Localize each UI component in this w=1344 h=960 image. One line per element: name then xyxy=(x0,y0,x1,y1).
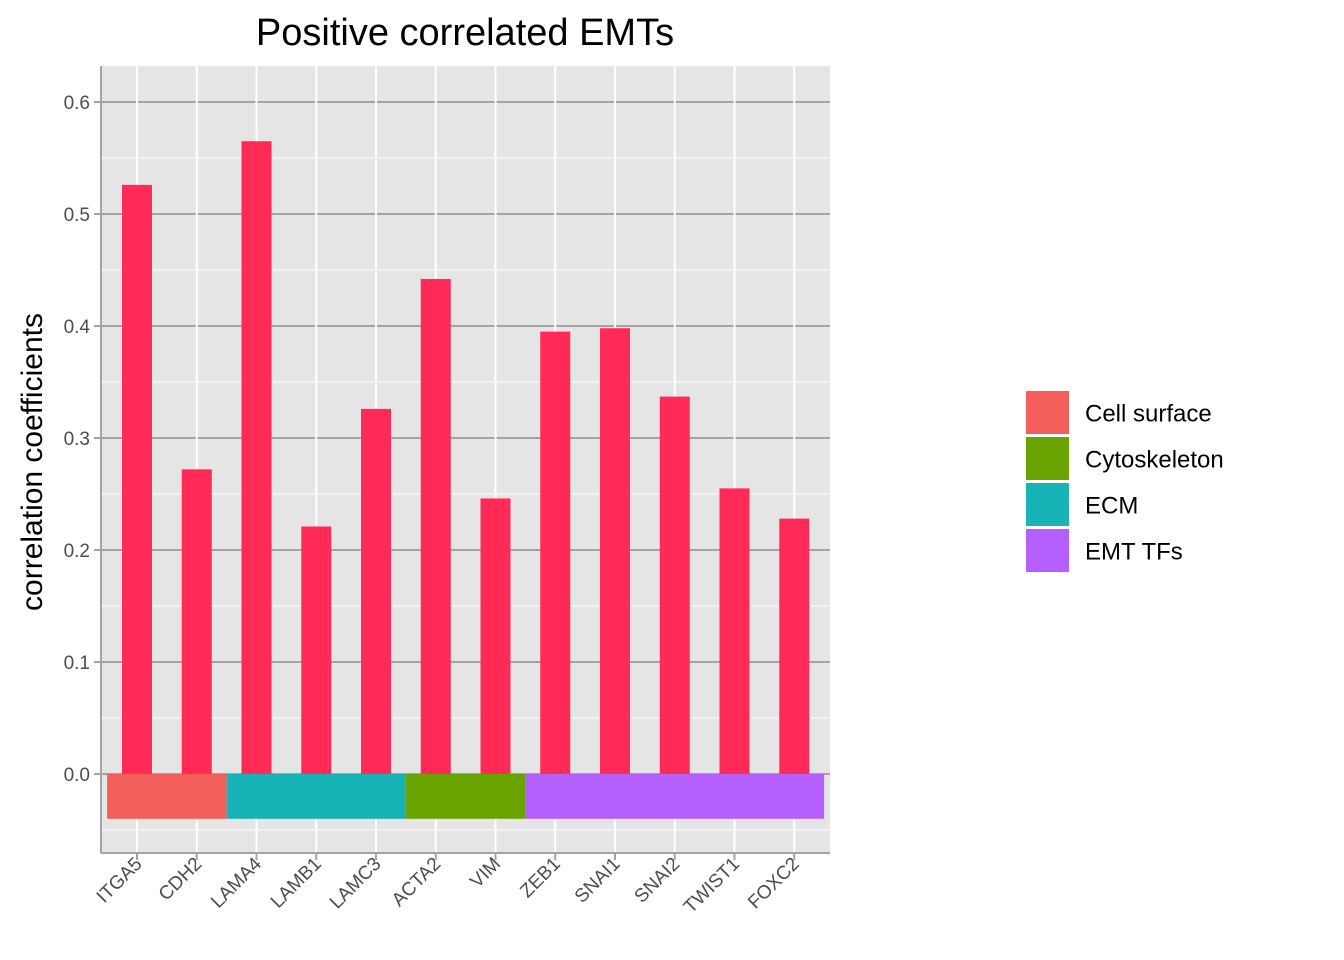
y-tick-label: 0.0 xyxy=(64,765,90,786)
chart-title: Positive correlated EMTs xyxy=(256,12,674,54)
x-tick-label: FOXC2 xyxy=(744,854,804,914)
x-tick-label: CDH2 xyxy=(155,854,206,905)
x-tick-label: ACTA2 xyxy=(388,854,445,911)
y-tick-label: 0.1 xyxy=(64,653,90,674)
category-strip-cell-surface xyxy=(107,774,227,819)
legend-key-ecm xyxy=(1026,483,1069,526)
y-tick-label: 0.3 xyxy=(64,429,90,450)
x-tick-label: ZEB1 xyxy=(516,854,564,902)
bar-snai2 xyxy=(659,396,690,774)
legend-label: Cytoskeleton xyxy=(1085,447,1224,474)
legend-key-cell-surface xyxy=(1026,391,1069,434)
bar-cdh2 xyxy=(181,469,212,774)
bar-snai1 xyxy=(600,328,630,774)
x-tick-label: VIM xyxy=(466,854,505,893)
x-tick-label: SNAI1 xyxy=(571,854,625,908)
x-tick-label: LAMC3 xyxy=(326,854,386,914)
x-tick-label: TWIST1 xyxy=(680,854,744,918)
legend: Cell surface Cytoskeleton ECM EMT TFs xyxy=(1026,391,1224,572)
bar-lamc3 xyxy=(361,408,391,774)
category-strip-emt-tfs xyxy=(525,774,825,819)
y-axis-label: correlation coefficients xyxy=(16,313,49,611)
x-tick-label: LAMB1 xyxy=(267,854,326,913)
y-tick-label: 0.6 xyxy=(64,93,90,114)
bar-foxc2 xyxy=(779,518,810,774)
bar-zeb1 xyxy=(540,331,571,774)
legend-label: EMT TFs xyxy=(1085,539,1183,566)
bar-lama4 xyxy=(241,141,272,774)
category-strip-cytoskeleton xyxy=(405,774,526,819)
legend-label: Cell surface xyxy=(1085,401,1212,428)
legend-label: ECM xyxy=(1085,493,1138,520)
bar-twist1 xyxy=(719,488,750,774)
bar-acta2 xyxy=(420,278,451,774)
legend-key-emt-tfs xyxy=(1026,529,1069,572)
legend-key-cytoskeleton xyxy=(1026,437,1069,480)
plot-panel-background xyxy=(102,66,830,853)
x-tick-label: ITGA5 xyxy=(93,854,147,908)
bar-lamb1 xyxy=(301,526,332,774)
x-tick-label: LAMA4 xyxy=(207,853,266,912)
y-tick-label: 0.4 xyxy=(64,317,91,338)
bar-itga5 xyxy=(122,184,152,774)
y-tick-label: 0.2 xyxy=(64,541,90,562)
category-strip-ecm xyxy=(226,774,406,819)
bar-vim xyxy=(480,498,511,774)
x-tick-label: SNAI2 xyxy=(631,854,685,908)
y-tick-label: 0.5 xyxy=(64,205,90,226)
plot-area: 0.0 0.1 0.2 0.3 0.4 0.5 0.6 ITGA5 CDH2 LAMA4 LAMB1… xyxy=(64,66,830,918)
